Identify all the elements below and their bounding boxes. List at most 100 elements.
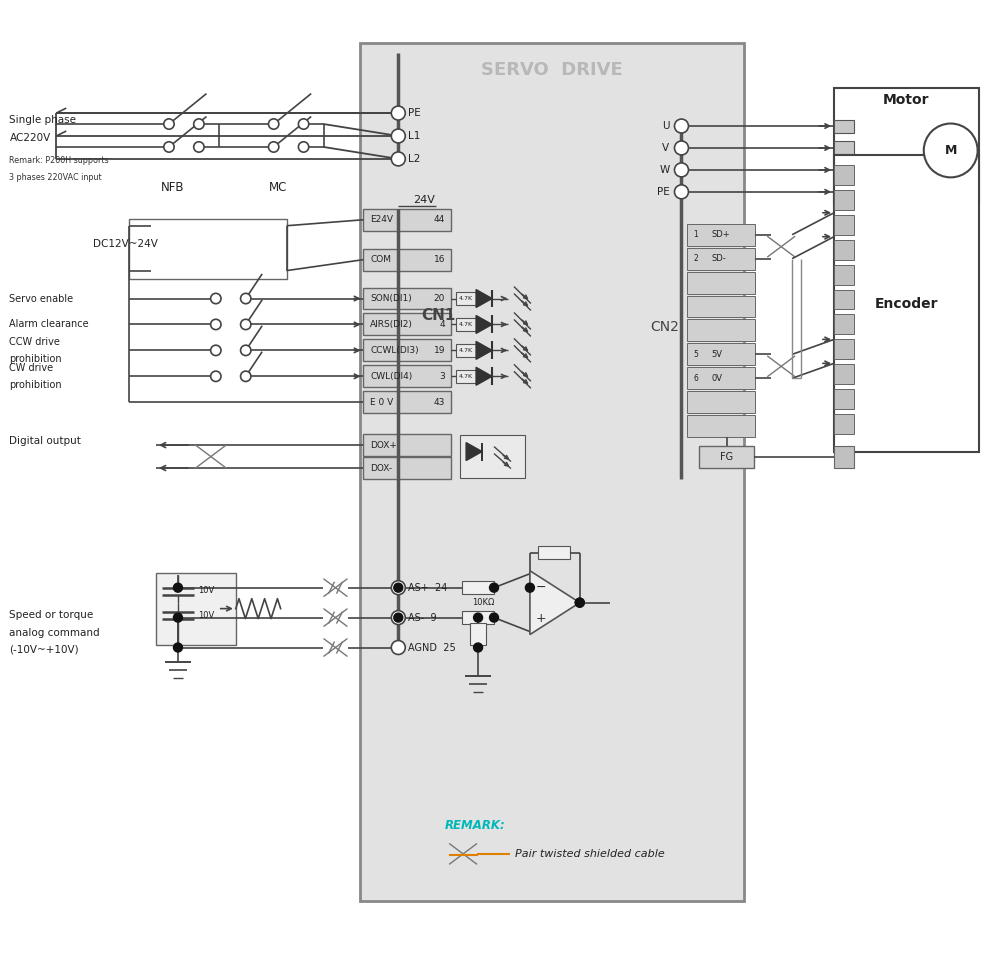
Text: Digital output: Digital output: [9, 436, 81, 446]
Text: L1: L1: [408, 131, 421, 141]
Text: DOX+: DOX+: [370, 440, 397, 450]
Text: CN1: CN1: [421, 308, 455, 323]
Text: analog command: analog command: [9, 628, 100, 637]
Text: CW drive: CW drive: [9, 364, 54, 373]
Text: prohibition: prohibition: [9, 380, 62, 390]
Circle shape: [674, 163, 688, 177]
Text: +: +: [536, 612, 547, 625]
FancyBboxPatch shape: [834, 239, 854, 259]
Circle shape: [391, 611, 405, 625]
FancyBboxPatch shape: [834, 189, 854, 210]
Circle shape: [241, 294, 251, 303]
FancyBboxPatch shape: [699, 446, 754, 468]
FancyBboxPatch shape: [460, 434, 525, 478]
Circle shape: [474, 613, 483, 622]
FancyBboxPatch shape: [360, 43, 744, 901]
Text: V: V: [662, 143, 670, 153]
Text: 1: 1: [693, 231, 698, 239]
Text: Servo enable: Servo enable: [9, 294, 74, 303]
Circle shape: [575, 598, 584, 607]
Text: prohibition: prohibition: [9, 354, 62, 365]
Polygon shape: [530, 570, 580, 634]
Circle shape: [194, 142, 204, 152]
Text: 10V: 10V: [198, 611, 214, 620]
Polygon shape: [466, 442, 482, 460]
Text: 2: 2: [693, 255, 698, 263]
Text: NFB: NFB: [161, 181, 185, 194]
Circle shape: [674, 119, 688, 133]
Text: Motor: Motor: [883, 93, 930, 107]
FancyBboxPatch shape: [363, 287, 451, 309]
FancyBboxPatch shape: [156, 572, 236, 644]
FancyBboxPatch shape: [363, 209, 451, 231]
FancyBboxPatch shape: [687, 224, 755, 246]
Text: 4.7K: 4.7K: [459, 374, 473, 379]
Text: DOX-: DOX-: [370, 463, 393, 473]
FancyBboxPatch shape: [462, 612, 494, 624]
Text: E24V: E24V: [370, 215, 393, 224]
Text: AGND  25: AGND 25: [408, 642, 456, 653]
Polygon shape: [476, 290, 492, 307]
Text: PE: PE: [657, 187, 670, 197]
Circle shape: [194, 119, 204, 129]
Circle shape: [173, 583, 182, 592]
Text: 4.7K: 4.7K: [459, 322, 473, 327]
Circle shape: [164, 119, 174, 129]
Text: 0V: 0V: [711, 374, 722, 383]
FancyBboxPatch shape: [687, 367, 755, 389]
Circle shape: [575, 598, 584, 607]
FancyBboxPatch shape: [834, 165, 854, 185]
Text: 4.7K: 4.7K: [459, 348, 473, 353]
Text: L2: L2: [408, 154, 421, 164]
FancyBboxPatch shape: [834, 290, 854, 309]
FancyBboxPatch shape: [834, 315, 854, 334]
Circle shape: [490, 613, 499, 622]
Circle shape: [268, 142, 279, 152]
Text: 5: 5: [693, 350, 698, 359]
FancyBboxPatch shape: [363, 366, 451, 388]
Text: SD+: SD+: [711, 231, 730, 239]
FancyBboxPatch shape: [363, 434, 451, 456]
Text: (-10V~+10V): (-10V~+10V): [9, 644, 79, 655]
Circle shape: [164, 142, 174, 152]
Text: 20: 20: [434, 294, 445, 303]
Circle shape: [241, 345, 251, 356]
Text: SERVO  DRIVE: SERVO DRIVE: [481, 61, 623, 79]
Text: E 0 V: E 0 V: [370, 398, 394, 407]
Text: Remark: P200H supports: Remark: P200H supports: [9, 156, 109, 166]
Text: Alarm clearance: Alarm clearance: [9, 320, 89, 329]
Text: M: M: [945, 144, 957, 157]
Circle shape: [298, 142, 309, 152]
Circle shape: [298, 119, 309, 129]
Circle shape: [490, 583, 499, 592]
FancyBboxPatch shape: [687, 344, 755, 366]
FancyBboxPatch shape: [462, 581, 494, 594]
Text: CWL(DI4): CWL(DI4): [370, 372, 413, 381]
Text: AC220V: AC220V: [9, 133, 51, 143]
FancyBboxPatch shape: [834, 265, 854, 284]
FancyBboxPatch shape: [834, 340, 854, 359]
FancyBboxPatch shape: [834, 365, 854, 385]
Text: Pair twisted shielded cable: Pair twisted shielded cable: [515, 849, 665, 858]
Circle shape: [674, 141, 688, 155]
Circle shape: [391, 106, 405, 120]
Text: DC12V~24V: DC12V~24V: [93, 238, 158, 249]
FancyBboxPatch shape: [456, 344, 476, 357]
Text: 24V: 24V: [413, 195, 435, 205]
Text: U: U: [662, 121, 670, 131]
Circle shape: [211, 320, 221, 329]
Text: MC: MC: [268, 181, 287, 194]
Text: Speed or torque: Speed or torque: [9, 610, 94, 619]
Text: −: −: [536, 581, 546, 594]
Text: SON(DI1): SON(DI1): [370, 294, 412, 303]
Circle shape: [391, 581, 405, 594]
Text: 4: 4: [440, 320, 445, 329]
Circle shape: [924, 123, 978, 177]
Text: CCW drive: CCW drive: [9, 338, 60, 347]
Text: AS+  24: AS+ 24: [408, 583, 448, 592]
Text: COM: COM: [370, 256, 391, 264]
Text: 10V: 10V: [198, 587, 214, 595]
Circle shape: [674, 185, 688, 199]
Circle shape: [525, 583, 534, 592]
FancyBboxPatch shape: [834, 446, 854, 468]
